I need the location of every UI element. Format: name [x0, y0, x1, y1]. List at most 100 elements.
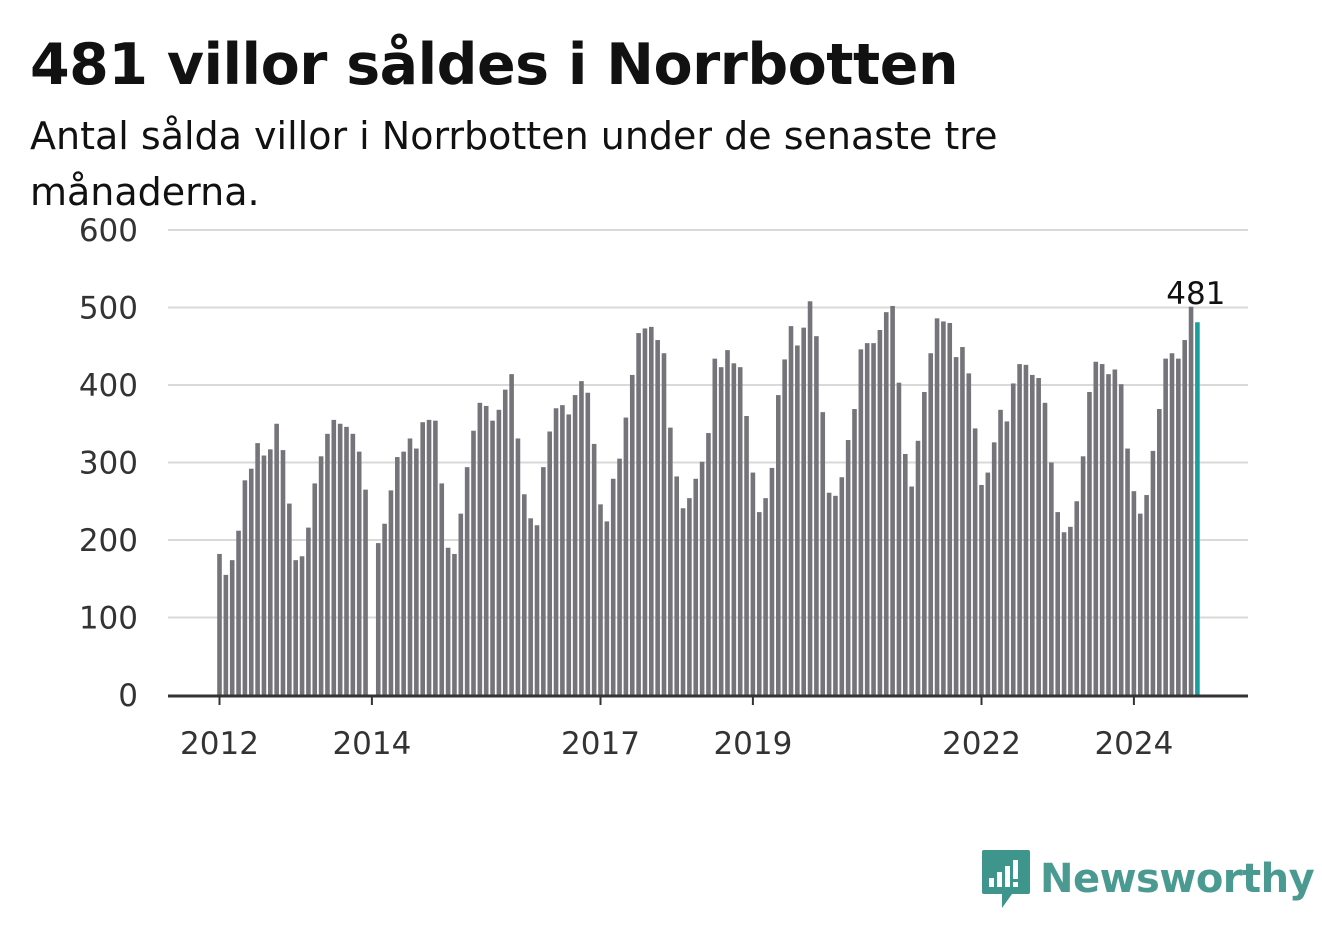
bar — [1087, 391, 1092, 695]
bar — [1061, 532, 1067, 695]
bar — [515, 438, 521, 695]
bar — [217, 553, 222, 695]
bar — [1055, 512, 1060, 695]
bar — [1042, 402, 1048, 695]
bar — [699, 461, 705, 695]
bar — [1010, 383, 1016, 695]
bar — [1112, 369, 1118, 695]
bar — [655, 340, 660, 695]
bar — [801, 327, 806, 695]
bar — [1125, 448, 1130, 695]
bar-highlight — [1195, 322, 1200, 695]
bar — [1144, 495, 1149, 695]
bar — [445, 547, 451, 695]
bar — [877, 329, 883, 695]
y-tick-label: 400 — [79, 368, 138, 404]
bar — [706, 433, 711, 695]
bar — [363, 489, 368, 696]
bar — [496, 409, 502, 695]
bar — [1157, 409, 1162, 695]
bar — [756, 512, 762, 695]
newsworthy-logo-text: Newsworthy — [1040, 856, 1315, 902]
bar — [382, 523, 387, 695]
bar — [795, 345, 800, 695]
bar — [439, 483, 445, 695]
bar — [356, 451, 362, 695]
bar-chart: 0 100 200 300 400 500 600 2012 2014 2017 2019 2022… — [79, 213, 1248, 762]
bar — [331, 419, 337, 696]
bar — [502, 389, 508, 695]
bar — [579, 381, 584, 696]
bar — [299, 556, 305, 695]
bar — [1068, 526, 1073, 695]
bar — [509, 374, 514, 695]
bar — [337, 423, 343, 695]
bar — [1030, 374, 1035, 695]
bar — [1137, 513, 1143, 695]
bar — [687, 498, 692, 695]
y-tick-label: 100 — [79, 601, 138, 637]
bar — [598, 504, 603, 695]
bar — [274, 423, 279, 695]
bar — [871, 343, 876, 695]
bar — [1080, 456, 1086, 695]
x-axis-ticks: 2012 2014 2017 2019 2022 2024 — [180, 696, 1173, 762]
bar — [522, 494, 527, 695]
bar — [890, 305, 895, 695]
chart-title: 481 villor såldes i Norrbotten — [30, 32, 959, 98]
bar — [610, 478, 616, 695]
bar — [585, 392, 591, 695]
bar — [236, 530, 241, 695]
bar — [1176, 358, 1181, 695]
data-labels: 481 — [1166, 276, 1225, 312]
bar — [223, 574, 229, 696]
bar — [287, 503, 292, 695]
bar — [693, 478, 699, 695]
x-tick-label: 2012 — [180, 726, 259, 762]
bar — [680, 508, 686, 695]
bar — [591, 443, 597, 695]
bar — [623, 417, 629, 695]
bar — [477, 402, 483, 695]
bar — [985, 472, 991, 695]
bar — [858, 349, 864, 695]
bar — [1182, 340, 1187, 695]
x-tick-label: 2017 — [561, 726, 640, 762]
newsworthy-logo-icon — [982, 850, 1030, 908]
bar — [375, 543, 381, 695]
bar — [388, 490, 394, 695]
bar — [852, 409, 857, 695]
bar — [953, 357, 959, 695]
bar — [934, 318, 940, 695]
bar — [229, 560, 235, 695]
bar — [833, 495, 838, 695]
bar — [395, 457, 400, 695]
bar — [325, 433, 330, 695]
bar — [960, 347, 965, 695]
bar — [458, 513, 464, 695]
bar — [572, 395, 578, 695]
bar — [490, 420, 495, 695]
bar — [553, 408, 559, 695]
bar — [966, 373, 972, 696]
bar — [718, 367, 724, 695]
bar — [820, 412, 826, 696]
bar — [426, 419, 432, 696]
bar — [306, 527, 311, 695]
bar — [839, 477, 845, 695]
bar — [1169, 353, 1175, 695]
bar — [528, 518, 533, 695]
last-value-label: 481 — [1166, 276, 1225, 312]
bar — [998, 409, 1003, 695]
bar — [1099, 364, 1105, 695]
bar — [915, 440, 921, 695]
bar — [1150, 450, 1156, 696]
bar — [261, 455, 267, 695]
bar — [318, 456, 324, 695]
bar — [909, 486, 914, 695]
bar — [541, 467, 546, 695]
bar — [649, 326, 654, 696]
bar — [1023, 364, 1029, 695]
bar — [268, 449, 273, 695]
x-tick-label: 2014 — [332, 726, 411, 762]
